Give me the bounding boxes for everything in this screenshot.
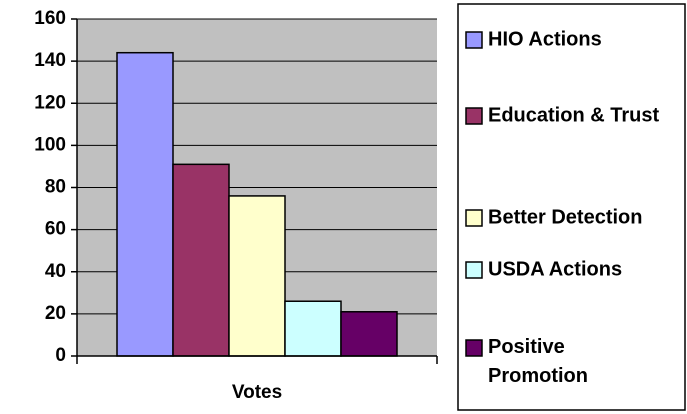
- legend-label-better-detection: Better Detection: [488, 206, 642, 228]
- legend-swatch-hio-actions: [465, 31, 483, 49]
- y-tick-label: 40: [45, 261, 66, 282]
- legend-box: [457, 3, 686, 411]
- legend-swatch-education-trust: [465, 107, 483, 125]
- y-tick-label: 20: [45, 303, 66, 324]
- legend-label-usda-actions: USDA Actions: [488, 258, 622, 280]
- y-axis: 0 20 40 60 80 100 120 140 160: [34, 8, 78, 366]
- legend-swatch-better-detection: [465, 209, 483, 227]
- bar-usda-actions: [284, 300, 342, 357]
- legend: HIO Actions Education & Trust Better Detec…: [465, 28, 659, 387]
- y-tick-label: 120: [34, 92, 66, 113]
- y-tick-label: 80: [45, 177, 66, 198]
- bar-better-detection: [228, 195, 286, 357]
- bar-positive-promotion: [340, 311, 398, 357]
- bar-education-trust: [172, 163, 230, 357]
- legend-label-hio-actions: HIO Actions: [488, 28, 602, 50]
- y-tick-label: 160: [34, 8, 66, 29]
- legend-label-education-trust: Education & Trust: [488, 104, 659, 126]
- legend-label-positive-promotion: Positive Promotion: [488, 336, 588, 387]
- y-tick-label: 0: [55, 345, 66, 366]
- legend-swatch-positive-promotion: [465, 339, 483, 357]
- bars: [116, 51, 398, 357]
- y-tick-label: 60: [45, 219, 66, 240]
- x-axis-label: Votes: [232, 382, 282, 403]
- y-tick-label: 100: [34, 134, 66, 155]
- legend-swatch-usda-actions: [465, 261, 483, 279]
- bar-hio-actions: [116, 51, 174, 357]
- y-tick-label: 140: [34, 50, 66, 71]
